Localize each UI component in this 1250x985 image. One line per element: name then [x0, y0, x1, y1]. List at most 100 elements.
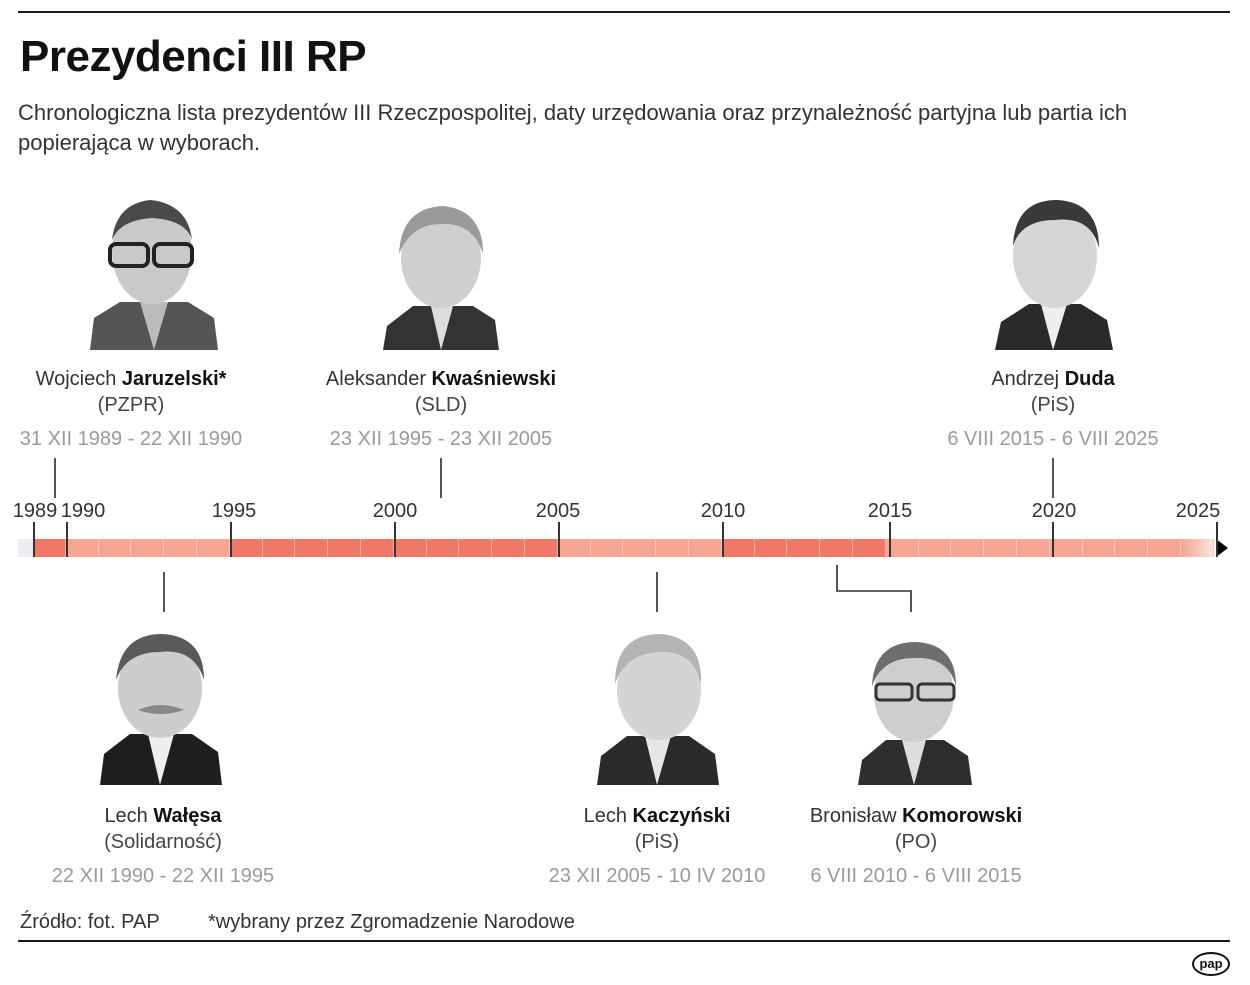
- top-rule: [18, 11, 1230, 13]
- tick-1990: [66, 522, 68, 557]
- page-subtitle: Chronologiczna lista prezydentów III Rze…: [18, 100, 1128, 155]
- president-party: (PZPR): [97, 394, 165, 416]
- president-party: (PiS): [1030, 394, 1076, 416]
- timeline-segment: [590, 539, 624, 557]
- president-jaruzelski: Wojciech Jaruzelski* (PZPR) 31 XII 1989 …: [0, 366, 281, 452]
- president-party: (PiS): [634, 831, 680, 853]
- timeline-segment: [295, 539, 329, 557]
- timeline-segment: [853, 539, 886, 557]
- president-komorowski: Bronisław Komorowski (PO) 6 VIII 2010 - …: [766, 803, 1066, 889]
- president-term: 23 XII 2005 - 10 IV 2010: [548, 865, 766, 887]
- portrait-kaczynski: [597, 634, 719, 785]
- timeline-segment: [33, 539, 66, 557]
- tick-2025: [1216, 522, 1218, 557]
- timeline-segment: [197, 539, 230, 557]
- tick-2000: [394, 522, 396, 557]
- year-label-2020: 2020: [1031, 500, 1077, 522]
- portrait-komorowski: [858, 642, 972, 785]
- year-label-2010: 2010: [700, 500, 746, 522]
- president-name: Wojciech Jaruzelski*: [35, 368, 227, 390]
- timeline-segment: [393, 539, 427, 557]
- president-walesa: Lech Wałęsa (Solidarność) 22 XII 1990 - …: [13, 803, 313, 889]
- tick-1995: [230, 522, 232, 557]
- timeline-segment: [885, 539, 919, 557]
- timeline-segment: [721, 539, 755, 557]
- portrait-kwasniewski: [383, 206, 499, 350]
- connector-walesa: [163, 572, 165, 612]
- timeline-segment: [557, 539, 591, 557]
- timeline-segment-pre: [18, 539, 33, 557]
- tick-2020: [1052, 522, 1054, 557]
- timeline-segment: [492, 539, 525, 557]
- year-label-1990: 1990: [60, 500, 106, 522]
- president-party: (Solidarność): [104, 831, 222, 853]
- tick-2015: [889, 522, 891, 557]
- portrait-jaruzelski: [90, 200, 218, 350]
- tick-2010: [722, 522, 724, 557]
- president-party: (SLD): [414, 394, 468, 416]
- year-label-2025: 2025: [1175, 500, 1221, 522]
- year-label-1989: 1989: [12, 500, 58, 522]
- page-title: Prezydenci III RP: [20, 32, 367, 81]
- timeline-segment: [1148, 539, 1181, 557]
- connector-jaruzelski: [54, 458, 56, 498]
- timeline-segment: [951, 539, 985, 557]
- president-name: Bronisław Komorowski: [809, 805, 1023, 827]
- connector-kaczynski: [656, 572, 658, 612]
- president-duda: Andrzej Duda (PiS) 6 VIII 2015 - 6 VIII …: [903, 366, 1203, 452]
- bottom-rule: [18, 940, 1230, 942]
- source-note: Źródło: fot. PAP: [20, 911, 160, 933]
- president-term: 6 VIII 2010 - 6 VIII 2015: [810, 865, 1022, 887]
- timeline-segment: [984, 539, 1017, 557]
- pap-logo: pap: [1192, 952, 1230, 976]
- connector-duda: [1052, 458, 1054, 498]
- president-term: 31 XII 1989 - 22 XII 1990: [19, 428, 243, 450]
- timeline-segment: [623, 539, 657, 557]
- president-name: Lech Wałęsa: [104, 805, 222, 827]
- president-term: 22 XII 1990 - 22 XII 1995: [51, 865, 275, 887]
- timeline-segment: [328, 539, 361, 557]
- president-term: 23 XII 1995 - 23 XII 2005: [329, 428, 553, 450]
- president-name: Aleksander Kwaśniewski: [325, 368, 557, 390]
- timeline-segment: [1017, 539, 1050, 557]
- timeline-segment: [262, 539, 296, 557]
- timeline-segment: [1181, 539, 1214, 557]
- president-name: Lech Kaczyński: [583, 805, 731, 827]
- timeline-segment: [164, 539, 197, 557]
- tick-2005: [558, 522, 560, 557]
- timeline-segment: [1049, 539, 1083, 557]
- president-party: (PO): [894, 831, 938, 853]
- timeline-segment: [426, 539, 460, 557]
- year-label-1995: 1995: [211, 500, 257, 522]
- timeline-arrow-icon: [1216, 539, 1228, 557]
- president-kwasniewski: Aleksander Kwaśniewski (SLD) 23 XII 1995…: [291, 366, 591, 452]
- timeline-segment: [65, 539, 99, 557]
- timeline-segment: [459, 539, 493, 557]
- timeline-segment: [525, 539, 558, 557]
- president-name: Andrzej Duda: [991, 368, 1115, 390]
- year-label-2015: 2015: [867, 500, 913, 522]
- connector-komorowski-b: [836, 590, 912, 592]
- connector-kwasniewski: [440, 458, 442, 498]
- year-label-2000: 2000: [372, 500, 418, 522]
- timeline-segment: [1115, 539, 1149, 557]
- timeline-segment: [754, 539, 788, 557]
- president-term: 6 VIII 2015 - 6 VIII 2025: [947, 428, 1159, 450]
- president-kaczynski: Lech Kaczyński (PiS) 23 XII 2005 - 10 IV…: [507, 803, 807, 889]
- portrait-walesa: [100, 634, 222, 785]
- timeline-segment: [98, 539, 132, 557]
- timeline-segment: [1082, 539, 1116, 557]
- timeline-segment: [656, 539, 689, 557]
- connector-komorowski-a: [836, 565, 838, 591]
- timeline-segment: [361, 539, 394, 557]
- tick-1989: [33, 522, 35, 557]
- timeline-bar: [18, 539, 1216, 557]
- timeline-segment: [229, 539, 263, 557]
- year-label-2005: 2005: [535, 500, 581, 522]
- timeline-segment: [918, 539, 952, 557]
- timeline-segment: [787, 539, 821, 557]
- footnote: *wybrany przez Zgromadzenie Narodowe: [208, 911, 575, 933]
- portrait-duda: [995, 200, 1113, 350]
- timeline-segment: [820, 539, 853, 557]
- timeline-segment: [131, 539, 165, 557]
